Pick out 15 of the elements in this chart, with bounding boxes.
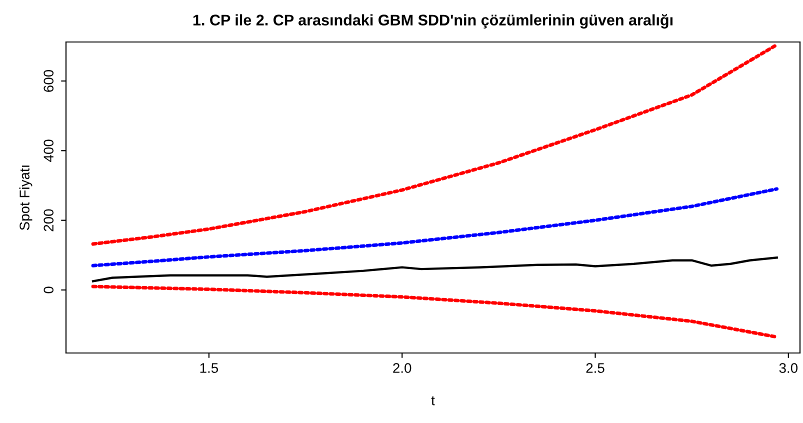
x-axis-title: t [431,396,435,406]
x-tick-label: 2.0 [393,363,412,373]
line-series [91,187,779,268]
x-tick-label: 1.5 [200,363,218,373]
y-tick-label: 600 [44,70,54,92]
line-series [92,256,778,282]
line-series [91,284,779,339]
x-tick-label: 2.5 [586,363,604,373]
y-tick-label: 400 [44,140,54,162]
y-tick-label: 0 [44,286,54,294]
chart-title: 1. CP ile 2. CP arasındaki GBM SDD'nin çözümlerinin güven aralığı [193,14,672,29]
x-tick-label: 3.0 [779,363,798,373]
y-axis-title: Spot Fiyatı [19,166,32,230]
line-series [91,43,779,246]
y-tick-label: 200 [44,209,54,232]
